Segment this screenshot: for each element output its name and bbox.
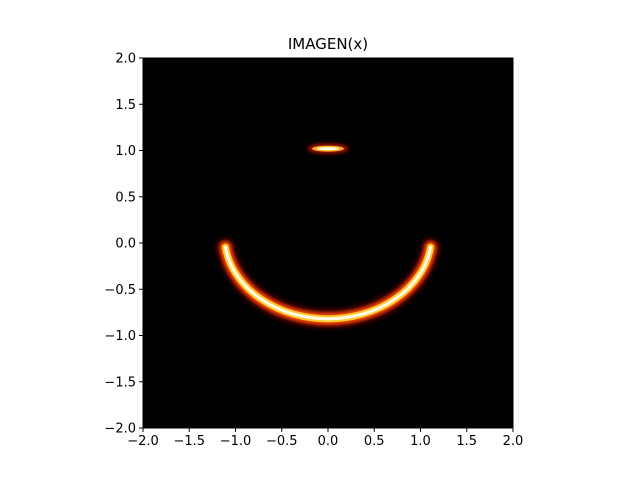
x-tick-label: 0.0: [318, 434, 339, 449]
y-tick-label: 2.0: [115, 52, 136, 67]
x-tick-label: −1.0: [220, 434, 252, 449]
arc-core: [223, 245, 433, 321]
blob-core: [316, 146, 340, 151]
x-tick-label: −1.5: [173, 434, 205, 449]
heatmap-arc: [217, 239, 439, 327]
x-axis: −2.0 −1.5 −1.0 −0.5 0.0 0.5 1.0 1.5 2.0: [127, 428, 523, 449]
y-axis: −2.0 −1.5 −1.0 −0.5 0.0 0.5 1.0 1.5 2.0: [104, 52, 143, 437]
chart-title: IMAGEN(x): [288, 35, 368, 53]
y-tick-label: −1.5: [104, 375, 136, 390]
y-tick-label: 1.5: [115, 98, 136, 113]
plot-area: [143, 58, 513, 428]
x-tick-label: −0.5: [266, 434, 298, 449]
heatmap-blob: [307, 143, 349, 154]
x-tick-label: 2.0: [503, 434, 524, 449]
y-tick-label: −0.5: [104, 283, 136, 298]
x-tick-label: −2.0: [127, 434, 159, 449]
y-tick-label: 1.0: [115, 144, 136, 159]
x-tick-label: 0.5: [364, 434, 385, 449]
x-tick-label: 1.5: [456, 434, 477, 449]
y-tick-label: 0.0: [115, 237, 136, 252]
y-tick-label: 0.5: [115, 190, 136, 205]
heatmap-layer: [217, 143, 439, 327]
y-tick-label: −2.0: [104, 422, 136, 437]
x-tick-label: 1.0: [410, 434, 431, 449]
y-tick-label: −1.0: [104, 329, 136, 344]
